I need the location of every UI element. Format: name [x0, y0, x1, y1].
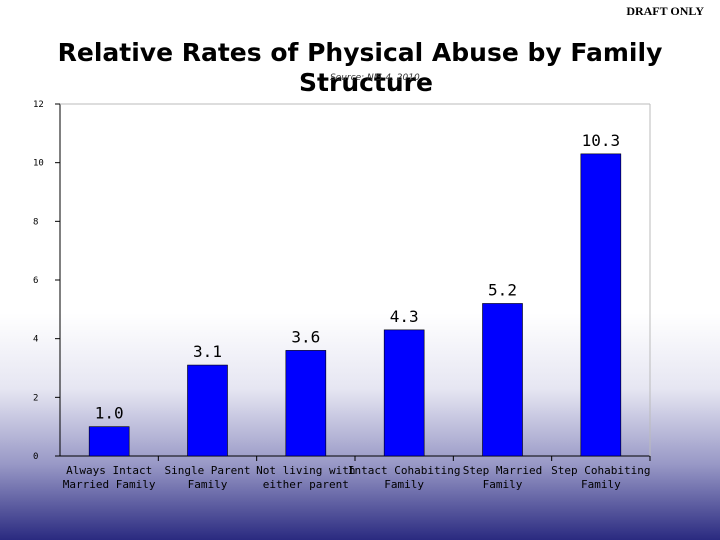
y-tick-label: 6: [33, 276, 38, 286]
y-tick-label: 4: [33, 335, 38, 345]
category-label: Intact Cohabiting: [348, 464, 461, 477]
bar-value-label: 1.0: [95, 404, 124, 423]
category-label: Family: [188, 478, 228, 491]
y-tick-label: 0: [33, 452, 38, 462]
category-label: Family: [581, 478, 621, 491]
bar: [383, 329, 425, 457]
y-tick-label: 2: [33, 393, 38, 403]
category-label: Family: [483, 478, 523, 491]
y-tick-label: 10: [33, 159, 44, 169]
bar: [580, 153, 622, 457]
category-label: Single Parent: [164, 464, 250, 477]
category-label: Always Intact: [66, 464, 152, 477]
category-label: Married Family: [63, 478, 156, 491]
bar-value-label: 10.3: [582, 131, 621, 150]
bar-value-label: 4.3: [390, 307, 419, 326]
bar: [482, 303, 523, 457]
chart-title-line-1: Relative Rates of Physical Abuse by Fami…: [57, 38, 663, 67]
bar: [187, 364, 228, 457]
chart-title-line-2: Structure: [299, 68, 433, 97]
bar: [88, 426, 130, 457]
category-label: Family: [384, 478, 424, 491]
draft-watermark: DRAFT ONLY: [626, 4, 704, 18]
y-tick-label: 12: [33, 100, 44, 110]
category-label: either parent: [263, 478, 349, 491]
bar-value-label: 3.6: [291, 327, 320, 346]
chart-subtitle: Source: NIS-4, 2010: [330, 73, 420, 83]
category-label: Step Cohabiting: [551, 464, 650, 477]
bar-value-label: 5.2: [488, 280, 517, 299]
category-label: Step Married: [463, 464, 542, 477]
category-label: Not living with: [256, 464, 355, 477]
y-tick-label: 8: [33, 217, 38, 227]
bar: [285, 350, 327, 457]
bar-value-label: 3.1: [193, 342, 222, 361]
